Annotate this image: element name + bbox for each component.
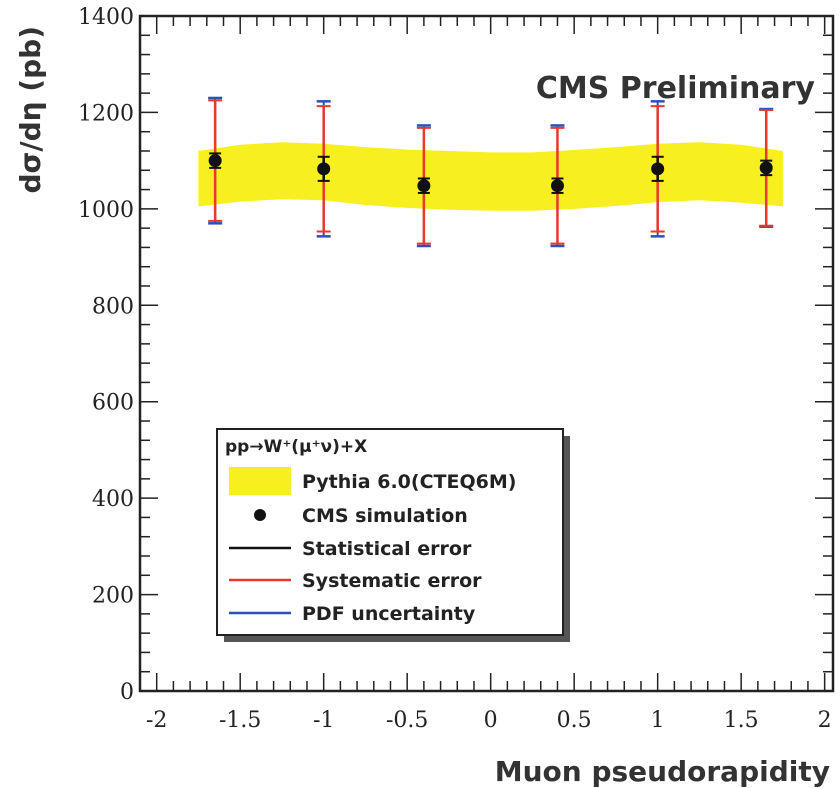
x-tick-label: -1.5 bbox=[219, 708, 261, 733]
cms-preliminary-label: CMS Preliminary bbox=[536, 71, 816, 106]
x-tick-label: -2 bbox=[146, 708, 167, 733]
legend-entry: Pythia 6.0(CTEQ6M) bbox=[229, 467, 516, 495]
pythia-band bbox=[198, 142, 783, 211]
legend-title: pp→W⁺(μ⁺ν)+X bbox=[225, 437, 367, 457]
pythia-band-layer bbox=[198, 142, 783, 211]
axis-ticks bbox=[140, 15, 833, 692]
legend-entries: Pythia 6.0(CTEQ6M) CMS simulation Statisti… bbox=[229, 467, 516, 625]
x-tick-label: 0 bbox=[484, 708, 498, 733]
legend-label: Systematic error bbox=[302, 570, 482, 592]
legend-entry: PDF uncertainty bbox=[229, 603, 476, 625]
data-point bbox=[759, 161, 773, 175]
legend-box bbox=[216, 428, 564, 636]
y-tick-label: 1400 bbox=[78, 5, 134, 30]
legend-entry: CMS simulation bbox=[254, 505, 468, 527]
x-axis-title: Muon pseudorapidity bbox=[495, 755, 830, 788]
x-tick-label: -1 bbox=[313, 708, 334, 733]
data-point bbox=[651, 162, 665, 176]
x-tick-label: 2 bbox=[818, 708, 832, 733]
y-tick-label: 600 bbox=[92, 391, 134, 416]
legend: pp→W⁺(μ⁺ν)+X Pythia 6.0(CTEQ6M) CMS simul… bbox=[216, 428, 570, 642]
x-tick-labels: -2 -1.5 -1 -0.5 0 0.5 1 1.5 2 bbox=[146, 708, 832, 733]
legend-swatch-band bbox=[229, 467, 291, 495]
data-point bbox=[550, 179, 564, 193]
y-axis-title: dσ/dη (pb) bbox=[14, 26, 47, 193]
x-tick-label: 1.5 bbox=[724, 708, 759, 733]
data-points-layer bbox=[208, 154, 773, 193]
y-tick-label: 200 bbox=[92, 584, 134, 609]
legend-label: CMS simulation bbox=[302, 505, 468, 527]
legend-label: Pythia 6.0(CTEQ6M) bbox=[302, 471, 516, 493]
legend-label: PDF uncertainty bbox=[302, 603, 476, 625]
x-tick-label: 0.5 bbox=[557, 708, 592, 733]
y-tick-label: 1000 bbox=[78, 198, 134, 223]
y-tick-labels: 0 200 400 600 800 1000 1200 1400 bbox=[78, 5, 134, 705]
y-tick-label: 1200 bbox=[78, 101, 134, 126]
legend-entry: Systematic error bbox=[229, 570, 482, 592]
x-tick-label: -0.5 bbox=[386, 708, 428, 733]
legend-label: Statistical error bbox=[302, 538, 472, 560]
data-point bbox=[208, 154, 222, 168]
legend-swatch-marker bbox=[254, 509, 266, 521]
y-tick-label: 800 bbox=[92, 294, 134, 319]
data-point bbox=[417, 179, 431, 193]
y-tick-label: 0 bbox=[120, 680, 134, 705]
plot-frame bbox=[138, 14, 835, 693]
y-tick-label: 400 bbox=[92, 487, 134, 512]
x-tick-label: 1 bbox=[651, 708, 665, 733]
legend-entry: Statistical error bbox=[229, 538, 472, 560]
data-point bbox=[317, 162, 331, 176]
